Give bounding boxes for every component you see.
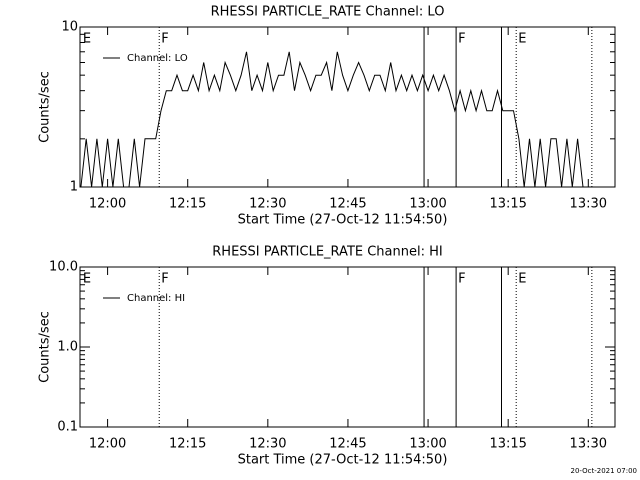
data-line — [80, 51, 589, 188]
x-tick-label: 12:15 — [169, 437, 206, 452]
annotation-label: E — [518, 32, 526, 47]
chart-title: RHESSI PARTICLE_RATE Channel: LO — [211, 5, 445, 20]
y-axis-label: Counts/sec — [38, 311, 53, 383]
footer: 20-Oct-2021 07:00 — [571, 467, 637, 475]
annotation-label: F — [458, 272, 465, 287]
annotation-label: E — [83, 32, 91, 47]
y-tick-label: 10.0 — [49, 260, 78, 275]
x-tick-label: 13:00 — [409, 197, 446, 212]
x-axis-label: Start Time (27-Oct-12 11:54:50) — [238, 213, 448, 228]
annotation-label: E — [83, 272, 91, 287]
annotation-label: F — [161, 32, 168, 47]
x-tick-label: 12:30 — [249, 197, 286, 212]
x-axis-label: Start Time (27-Oct-12 11:54:50) — [238, 453, 448, 468]
x-tick-label: 12:15 — [169, 197, 206, 212]
y-tick-label: 0.1 — [57, 420, 78, 435]
x-tick-label: 13:30 — [570, 197, 607, 212]
annotation-label: F — [161, 272, 168, 287]
x-tick-label: 13:00 — [409, 437, 446, 452]
y-tick-label: 1 — [70, 180, 78, 195]
y-axis-label: Counts/sec — [38, 71, 53, 143]
x-tick-label: 12:30 — [249, 437, 286, 452]
x-tick-label: 12:00 — [89, 197, 126, 212]
annotation-label: E — [518, 272, 526, 287]
x-tick-label: 12:45 — [329, 197, 366, 212]
x-tick-label: 12:00 — [89, 437, 126, 452]
legend-label: Channel: LO — [127, 53, 188, 64]
legend-label: Channel: HI — [127, 293, 185, 304]
x-tick-label: 13:15 — [489, 437, 526, 452]
x-tick-label: 13:15 — [489, 197, 526, 212]
chart-title: RHESSI PARTICLE_RATE Channel: HI — [212, 245, 442, 260]
y-tick-label: 10 — [61, 20, 78, 35]
annotation-label: F — [458, 32, 465, 47]
x-tick-label: 13:30 — [570, 437, 607, 452]
y-tick-label: 1.0 — [57, 340, 78, 355]
x-tick-label: 12:45 — [329, 437, 366, 452]
